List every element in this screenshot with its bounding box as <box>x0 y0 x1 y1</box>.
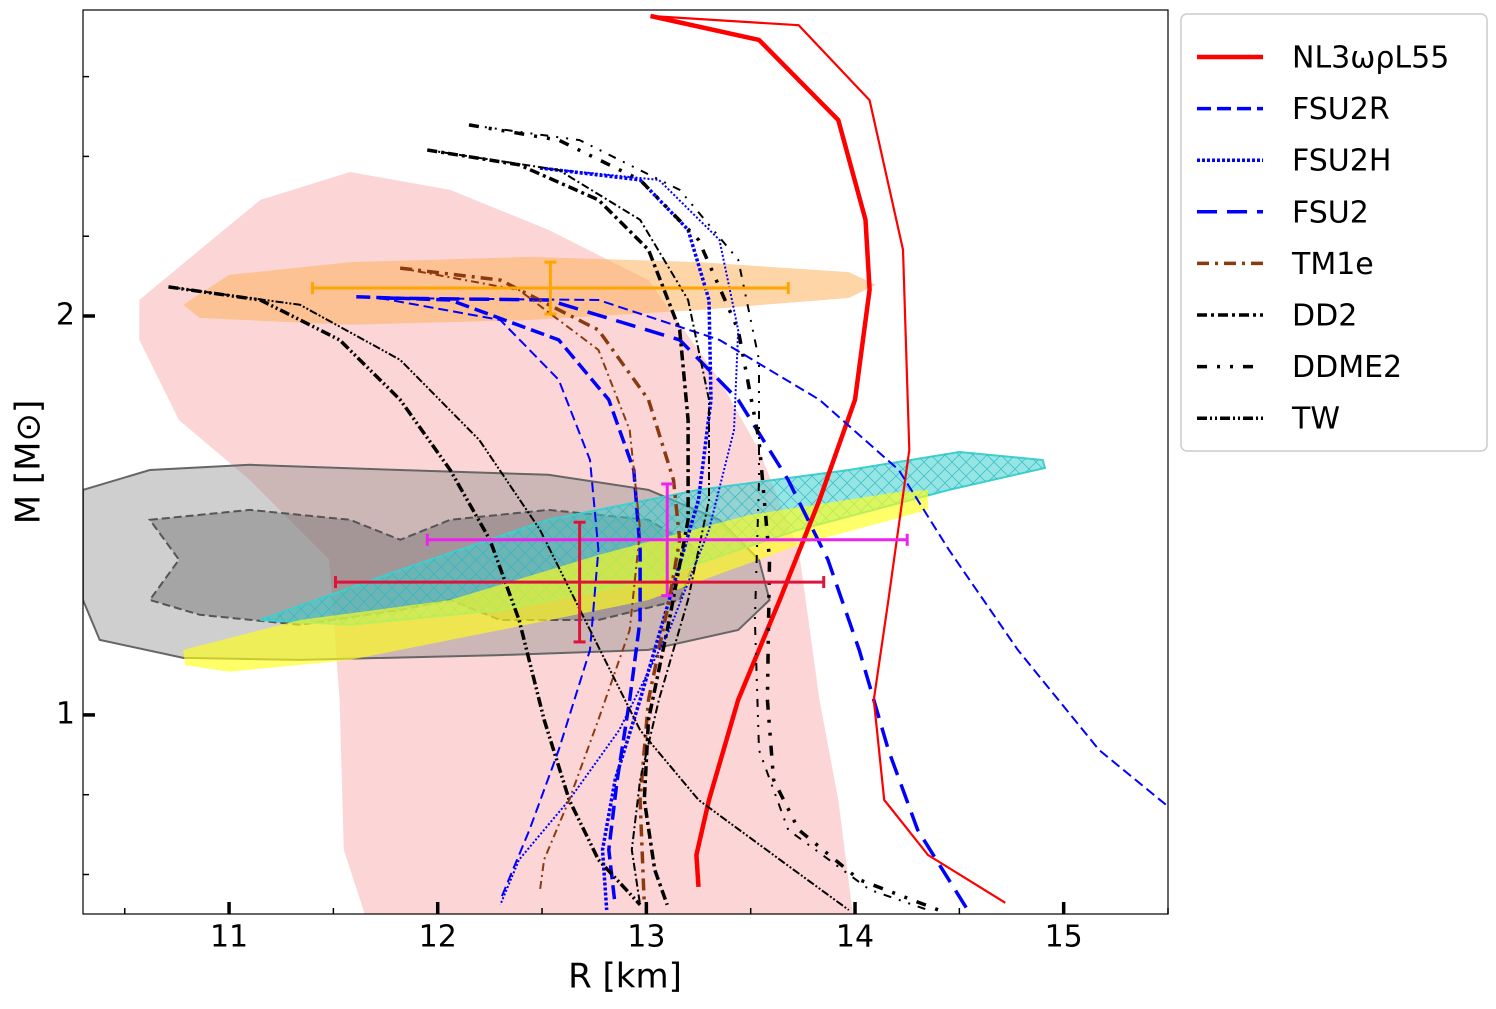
legend: NL3ωρL55 FSU2R FSU2H FSU2 TM1e DD2 DDME2 TW <box>1197 41 1449 437</box>
x-tick-label: 15 <box>1045 920 1083 955</box>
legend-label: TM1e <box>1291 247 1374 282</box>
legend-label: DD2 <box>1292 299 1357 334</box>
curve <box>427 148 690 906</box>
legend-label: FSU2H <box>1292 144 1391 179</box>
y-tick-label: 1 <box>56 696 75 731</box>
curve <box>427 149 710 905</box>
curve <box>379 297 600 901</box>
curve <box>379 296 970 911</box>
curve <box>499 167 740 906</box>
legend-label: DDME2 <box>1292 350 1402 385</box>
curve <box>356 295 642 905</box>
legend-box <box>1180 13 1488 452</box>
plot-area <box>83 13 1167 914</box>
x-tick-label: 12 <box>419 920 457 955</box>
curve <box>400 267 642 891</box>
x-tick-label: 13 <box>627 920 665 955</box>
y-tick-label: 2 <box>56 297 75 332</box>
axes-frame <box>82 9 1169 915</box>
curve <box>468 123 929 911</box>
y-axis-label: M [M⊙] <box>9 400 49 525</box>
legend-label: TW <box>1291 402 1340 437</box>
x-tick-label: 11 <box>210 920 248 955</box>
legend-label: NL3ωρL55 <box>1292 41 1449 76</box>
curve <box>650 14 1006 904</box>
curve <box>539 166 713 911</box>
curve <box>168 285 850 911</box>
x-axis-label: R [km] <box>568 957 682 997</box>
curve <box>650 13 872 888</box>
legend-label: FSU2R <box>1292 92 1390 127</box>
legend-label: FSU2 <box>1292 195 1369 230</box>
x-tick-label: 14 <box>836 920 874 955</box>
curve <box>379 297 1167 806</box>
